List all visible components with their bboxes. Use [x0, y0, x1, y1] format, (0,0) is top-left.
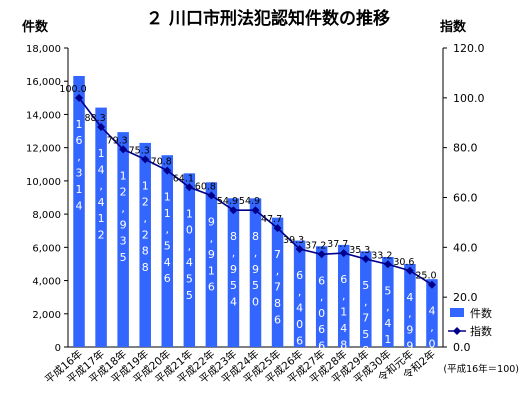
index-value-label: 54.9 [217, 196, 238, 207]
bar-16 [404, 263, 416, 347]
index-marker [317, 250, 326, 259]
y-right-tick-label: 100.0 [453, 92, 485, 105]
index-value-label: 54.9 [239, 196, 260, 207]
index-value-label: 70.8 [151, 157, 172, 168]
chart-title: ２ 川口市刑法犯認知件数の推移 [146, 8, 390, 29]
legend-label-line: 指数 [470, 324, 492, 338]
y-right-tick-label: 80.0 [453, 142, 478, 155]
bar-12 [315, 246, 328, 347]
index-value-label: 37.7 [327, 239, 348, 250]
y-left-tick-label: 0 [55, 343, 61, 354]
index-value-label: 25.0 [415, 271, 436, 282]
index-marker [207, 191, 216, 200]
bar-11 [293, 240, 306, 347]
index-value-label: 39.3 [283, 235, 304, 246]
y-left-tick-label: 18,000 [26, 44, 61, 55]
index-value-label: 64.1 [173, 173, 194, 184]
y-left-axis-title: 件数 [22, 19, 49, 35]
index-value-label: 47.7 [261, 214, 282, 225]
bar-8 [227, 198, 240, 347]
index-marker [75, 93, 84, 102]
y-right-tick-label: 120.0 [453, 42, 485, 55]
y-right-tick-label: 0.0 [453, 341, 471, 354]
index-marker [229, 206, 238, 215]
bar-15 [382, 256, 394, 347]
index-marker [273, 224, 282, 233]
index-marker [251, 206, 260, 215]
bar-13 [337, 244, 350, 347]
y-left-tick-label: 10,000 [26, 177, 61, 188]
bar-2 [95, 107, 107, 347]
bar-10 [271, 217, 284, 347]
index-marker [427, 280, 436, 289]
index-value-label: 100.0 [59, 84, 86, 95]
index-value-label: 75.3 [129, 145, 150, 156]
index-marker [339, 249, 348, 258]
index-marker [405, 266, 414, 275]
y-right-axis-title: 指数 [440, 19, 467, 35]
bar-5 [161, 155, 174, 347]
y-left-tick-label: 16,000 [26, 77, 61, 88]
index-marker [185, 183, 194, 192]
index-marker [383, 260, 392, 269]
index-value-label: 35.3 [349, 245, 370, 256]
index-value-label: 30.6 [393, 257, 414, 268]
index-value-label: 33.2 [371, 250, 392, 261]
y-left-tick-label: 12,000 [26, 144, 61, 155]
y-left-tick-label: 8,000 [32, 210, 61, 221]
y-right-tick-label: 20.0 [453, 291, 478, 304]
index-marker [97, 122, 106, 131]
legend-label-bars: 件数 [470, 307, 492, 320]
y-left-tick-label: 4,000 [32, 277, 61, 288]
y-left-tick-label: 2,000 [32, 310, 61, 321]
base-year-note: (平成16年＝100) [443, 363, 519, 375]
legend-swatch-bars [450, 308, 464, 317]
index-value-label: 60.8 [195, 182, 216, 193]
y-left-tick-label: 6,000 [32, 243, 61, 254]
bar-3 [117, 132, 129, 347]
bar-6 [183, 173, 196, 347]
index-value-label: 79.3 [107, 135, 128, 146]
bar-7 [205, 182, 218, 347]
index-marker [295, 245, 304, 254]
index-value-label: 37.2 [305, 240, 326, 251]
bar-1 [73, 76, 85, 347]
index-value-label: 88.3 [85, 113, 106, 124]
legend-swatch-marker [453, 327, 461, 335]
bar-14 [360, 251, 372, 347]
bar-9 [249, 198, 262, 347]
y-left-tick-label: 14,000 [26, 110, 61, 121]
bar-4 [139, 142, 151, 347]
index-marker [119, 145, 128, 154]
y-right-tick-label: 40.0 [453, 241, 478, 254]
bar-17 [426, 279, 438, 347]
index-marker [361, 255, 370, 264]
y-right-tick-label: 60.0 [453, 192, 478, 205]
index-marker [163, 166, 172, 175]
index-marker [141, 155, 150, 164]
